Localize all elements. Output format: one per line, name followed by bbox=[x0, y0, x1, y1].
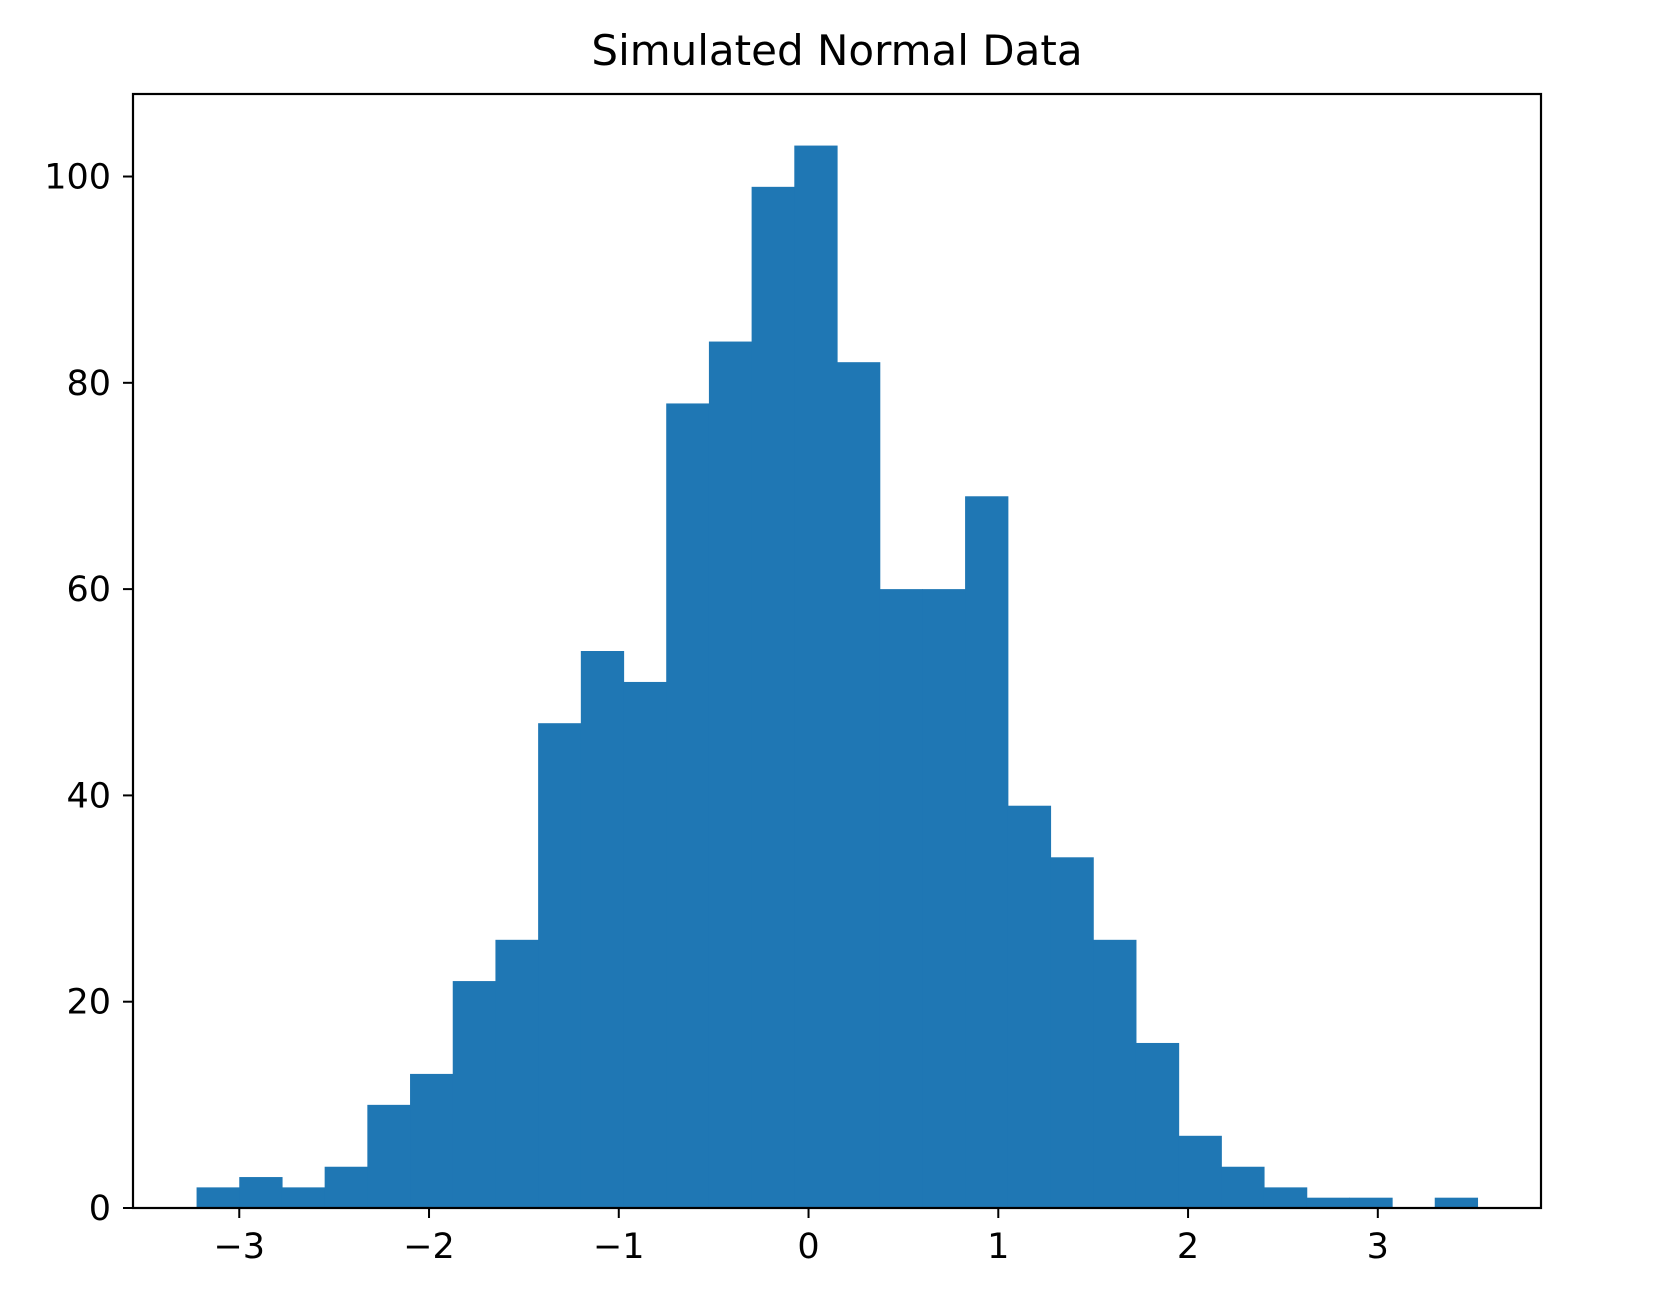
histogram-bar bbox=[1135, 1042, 1180, 1208]
histogram-bar bbox=[837, 362, 881, 1208]
x-tick-label: 2 bbox=[1177, 1227, 1199, 1267]
histogram-bar bbox=[452, 981, 497, 1208]
histogram-bar bbox=[879, 589, 923, 1208]
histogram-bar bbox=[1263, 1187, 1308, 1208]
histogram-bar bbox=[410, 1073, 454, 1208]
histogram-bar bbox=[1178, 1135, 1222, 1208]
y-tick-label: 60 bbox=[66, 570, 111, 610]
histogram-bar bbox=[751, 186, 795, 1209]
histogram-bar bbox=[495, 939, 539, 1208]
histogram-bar bbox=[666, 403, 710, 1208]
bars-group bbox=[196, 145, 1479, 1209]
x-tick-label: 3 bbox=[1367, 1227, 1389, 1267]
histogram-bar bbox=[623, 681, 667, 1208]
histogram-bar bbox=[1007, 805, 1052, 1208]
histogram-bar bbox=[1221, 1166, 1265, 1208]
histogram-bar bbox=[1306, 1197, 1350, 1208]
y-tick-label: 80 bbox=[66, 364, 111, 404]
histogram-bar bbox=[708, 341, 753, 1208]
x-tick-label: −2 bbox=[403, 1227, 455, 1267]
x-tick-label: 0 bbox=[797, 1227, 819, 1267]
y-tick-label: 40 bbox=[66, 776, 111, 816]
chart-title: Simulated Normal Data bbox=[591, 26, 1083, 75]
histogram-bar bbox=[1050, 857, 1094, 1208]
y-tick-label: 20 bbox=[66, 983, 111, 1023]
x-tick-label: −3 bbox=[213, 1227, 265, 1267]
histogram-bar bbox=[1349, 1197, 1393, 1208]
histogram-bar bbox=[1093, 939, 1137, 1208]
histogram-bar bbox=[922, 589, 966, 1208]
plot-frame bbox=[131, 92, 1543, 1210]
x-tick-label: −1 bbox=[593, 1227, 645, 1267]
histogram-bar bbox=[281, 1187, 326, 1208]
histogram-bar bbox=[367, 1104, 411, 1208]
y-tick-label: 0 bbox=[89, 1189, 111, 1229]
histogram-bar bbox=[965, 496, 1009, 1208]
histogram-bar bbox=[538, 723, 582, 1208]
x-axis-ticks: −3 −2 −1 0 1 2 3 bbox=[213, 1208, 1389, 1267]
y-axis-ticks: 0 20 40 60 80 100 bbox=[44, 158, 133, 1229]
histogram-bar bbox=[580, 651, 625, 1208]
histogram-bar bbox=[1434, 1197, 1479, 1208]
histogram-bar bbox=[794, 145, 838, 1208]
histogram-bar bbox=[324, 1166, 368, 1208]
histogram-bar bbox=[239, 1177, 283, 1208]
x-tick-label: 1 bbox=[987, 1227, 1009, 1267]
histogram-bar bbox=[196, 1187, 240, 1208]
y-tick-label: 100 bbox=[44, 158, 111, 198]
